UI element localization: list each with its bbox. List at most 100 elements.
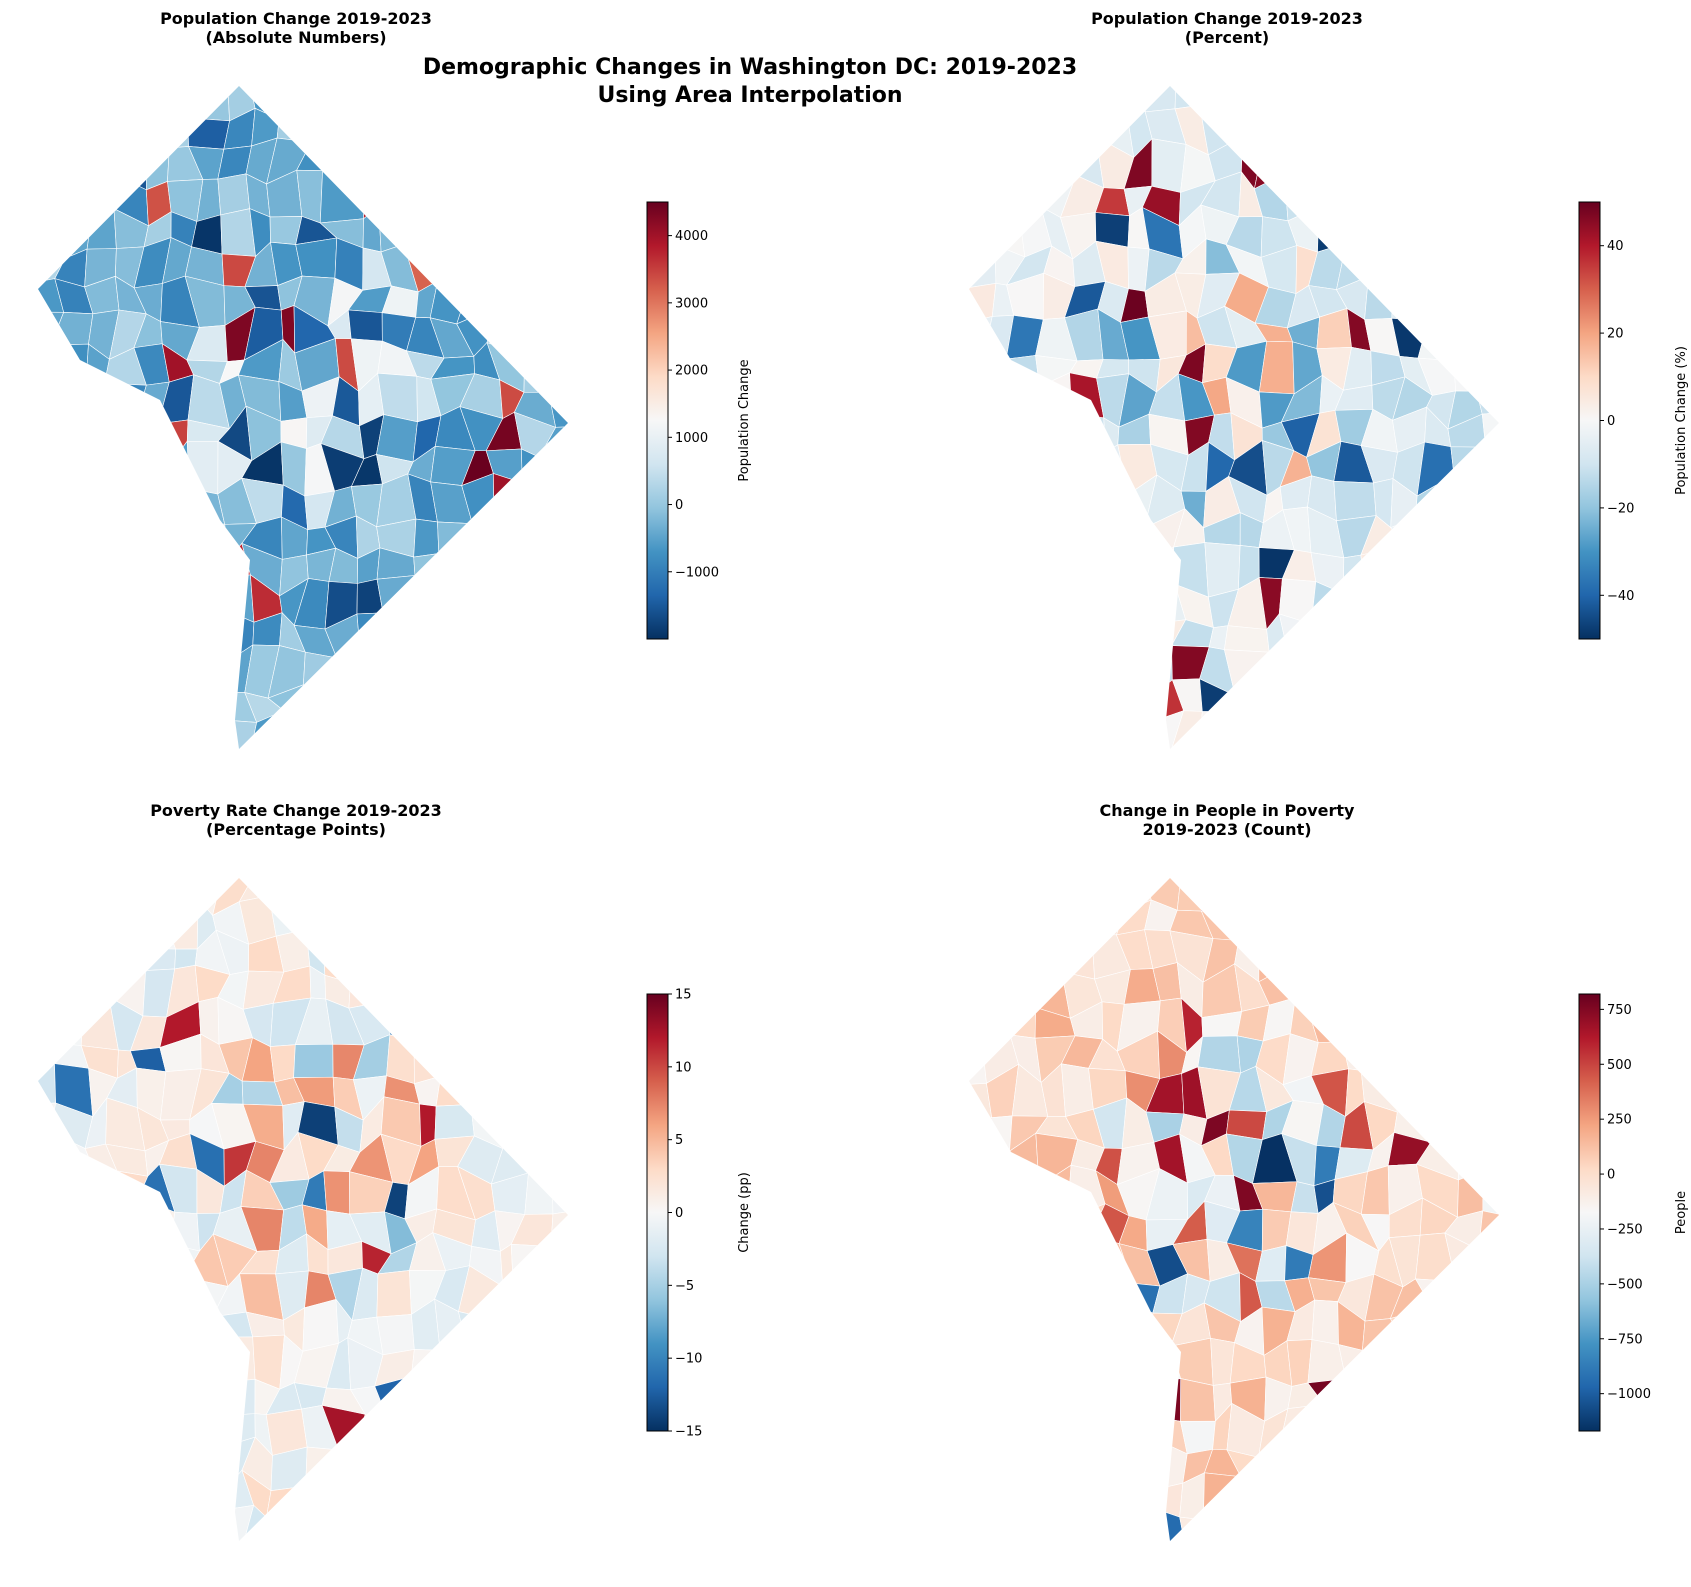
tract [1445, 218, 1487, 258]
tract [433, 1382, 476, 1425]
tract [1448, 1312, 1489, 1355]
tract [1361, 236, 1394, 295]
tract [521, 1129, 553, 1174]
tract [1305, 1439, 1350, 1476]
tract [379, 1439, 408, 1483]
tract [429, 712, 475, 749]
tract [1344, 86, 1377, 118]
tract [1482, 1507, 1499, 1541]
tract [1010, 152, 1047, 183]
tract [1451, 610, 1489, 661]
tract [499, 641, 530, 693]
tract [1097, 1276, 1134, 1315]
tract [101, 108, 148, 142]
tract [1428, 943, 1457, 972]
tract [137, 1314, 171, 1352]
tract [1310, 1503, 1346, 1541]
tract [521, 516, 541, 551]
tract [524, 1164, 554, 1215]
tract [1361, 213, 1394, 256]
tract [138, 675, 169, 733]
tract [1474, 930, 1499, 965]
tract [969, 929, 998, 982]
tract [1423, 1068, 1452, 1101]
tract [1008, 1301, 1047, 1352]
tract [1258, 930, 1293, 983]
tract [515, 607, 547, 666]
tract [541, 976, 568, 1014]
tract [104, 902, 149, 949]
tract [1090, 1436, 1133, 1484]
tract [969, 1233, 989, 1282]
tract [86, 208, 117, 250]
tract [187, 117, 230, 150]
tract [217, 173, 251, 216]
tract [514, 1470, 549, 1511]
tract [319, 878, 356, 910]
colorbar: −1000 0 1000 2000 3000 4000 Population Change [646, 201, 752, 640]
tract [1068, 1344, 1103, 1379]
tract [1484, 573, 1499, 611]
tract [546, 1237, 568, 1289]
colorbar: −1000 −750 −500 −250 0 250 500 750 People [1578, 993, 1689, 1432]
tract [1065, 1436, 1107, 1481]
tract [135, 419, 173, 462]
tract [1476, 521, 1499, 564]
tract [1402, 713, 1430, 749]
tract [38, 1514, 66, 1541]
tract [1119, 557, 1158, 593]
tract [437, 588, 472, 632]
tract [969, 1038, 987, 1086]
tract [49, 114, 88, 149]
tract [1314, 176, 1342, 217]
tract [1049, 933, 1065, 973]
tract [545, 648, 568, 696]
tract [59, 179, 93, 219]
tract [55, 516, 79, 546]
tract [461, 642, 502, 694]
tract [305, 1446, 339, 1487]
tract [1262, 110, 1283, 154]
tract [80, 86, 120, 115]
tract [1471, 1336, 1499, 1380]
tract [1048, 721, 1070, 749]
tract [548, 1438, 568, 1471]
tract [157, 608, 193, 645]
tract [538, 237, 568, 285]
tract [491, 878, 526, 901]
tract [1452, 1266, 1489, 1316]
tract [1151, 138, 1187, 193]
tract [980, 678, 1023, 732]
tract [1098, 589, 1121, 628]
tract [1233, 86, 1265, 125]
tract [1363, 970, 1404, 1009]
tract [1445, 1038, 1477, 1070]
tract [402, 1439, 445, 1491]
tract [137, 948, 177, 971]
tract [163, 1266, 188, 1320]
tract [555, 304, 568, 355]
tract [157, 675, 200, 733]
tract [1359, 1443, 1394, 1490]
tract [38, 1063, 56, 1105]
tract [1362, 1471, 1397, 1520]
tract [1223, 711, 1255, 749]
tract [1469, 1469, 1499, 1519]
tract [980, 574, 1022, 620]
tract [76, 938, 113, 982]
tract [1345, 1378, 1379, 1420]
tract [1009, 996, 1037, 1039]
tract [969, 713, 993, 749]
tract [432, 242, 472, 289]
tract [501, 1372, 513, 1416]
tract [1417, 1505, 1457, 1541]
tract [494, 962, 529, 1011]
tract [188, 692, 224, 728]
tract [1063, 1375, 1102, 1421]
tract [486, 117, 521, 158]
tract [1389, 86, 1428, 120]
tract [322, 929, 359, 983]
tract [102, 644, 143, 693]
map-panel-1: Population Change 2019-2023 (Absolute Num… [38, 9, 752, 749]
tract [38, 1131, 52, 1179]
